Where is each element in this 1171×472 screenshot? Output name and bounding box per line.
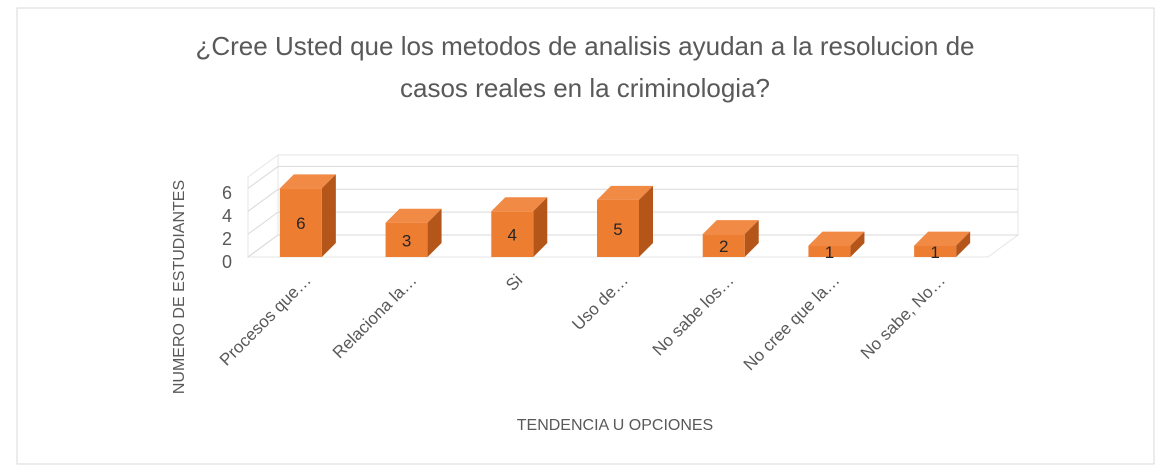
data-label: 1 <box>825 243 834 262</box>
chart-title: casos reales en la criminologia? <box>400 73 770 103</box>
y-tick-label: 0 <box>222 252 232 272</box>
bar <box>914 245 957 257</box>
bar <box>385 222 428 257</box>
bar-side <box>639 185 653 257</box>
data-label: 1 <box>930 243 939 262</box>
chart-title: ¿Cree Usted que los metodos de analisis … <box>195 31 974 61</box>
grid-line <box>247 234 279 258</box>
bar-side <box>744 220 759 257</box>
y-axis-title: NUMERO DE ESTUDIANTES <box>171 180 188 394</box>
data-label: 4 <box>508 226 517 245</box>
y-tick-label: 4 <box>222 206 232 226</box>
grid-line <box>247 211 279 235</box>
x-axis-title: TENDENCIA U OPCIONES <box>517 417 713 434</box>
bar <box>808 245 851 257</box>
data-label: 2 <box>719 237 728 256</box>
bar-side <box>850 231 865 257</box>
bar-top <box>491 197 548 212</box>
y-tick-label: 2 <box>222 229 232 249</box>
bar-side <box>956 231 971 257</box>
bar-top <box>808 231 865 246</box>
bar-top <box>385 208 442 223</box>
bar-top <box>279 174 336 189</box>
bar <box>279 188 322 257</box>
bar-top <box>914 231 971 246</box>
bar-side <box>321 174 336 257</box>
bar-side <box>427 208 442 257</box>
bar-top <box>702 220 759 235</box>
bar <box>491 211 534 257</box>
bar-side <box>533 197 548 257</box>
grid-line <box>247 188 279 212</box>
data-label: 5 <box>613 220 622 239</box>
y-tick-label: 6 <box>222 183 232 203</box>
bar <box>597 199 639 257</box>
grid-line <box>247 166 279 189</box>
bar <box>702 234 745 257</box>
bar-top <box>597 185 653 200</box>
data-label: 6 <box>296 214 305 233</box>
data-label: 3 <box>402 231 411 250</box>
